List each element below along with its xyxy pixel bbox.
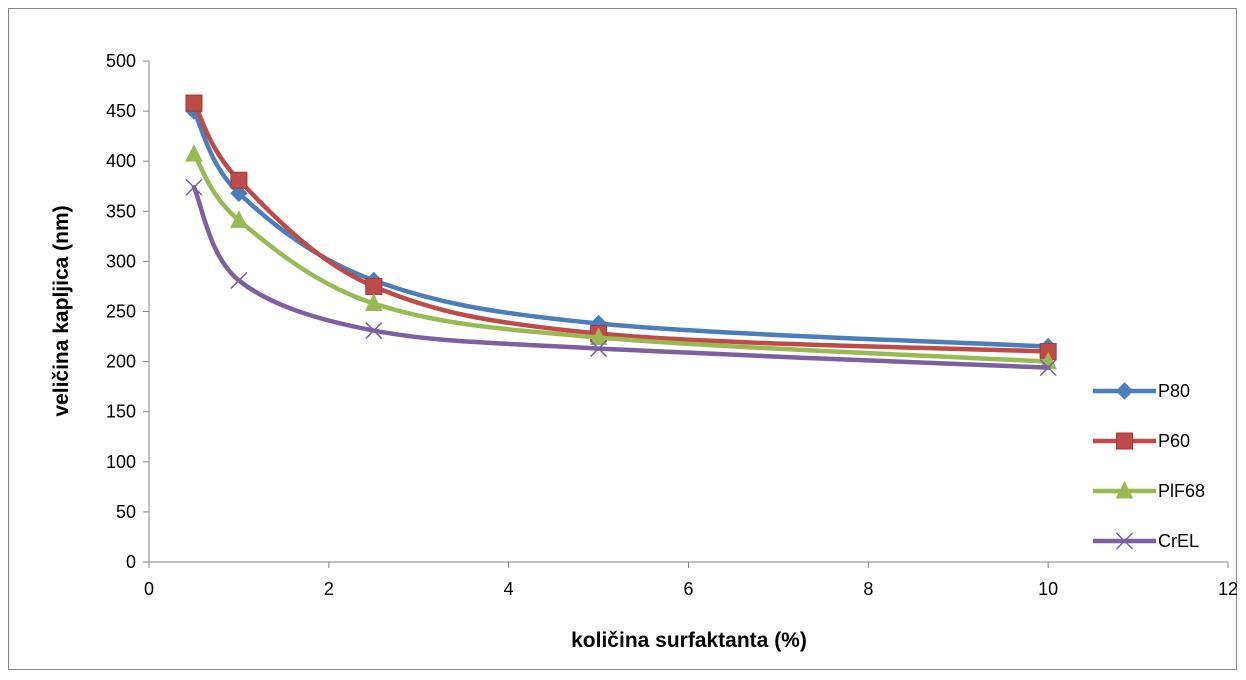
series-line [191,100,1051,354]
legend-item-crel: CrEL [1093,531,1199,551]
y-tick-label: 50 [116,502,136,522]
x-tick-label: 8 [863,579,873,599]
data-point [365,277,383,295]
x-tick-label: 4 [504,579,514,599]
y-axis-title: veličina kapljica (nm) [50,205,73,416]
legend-item-plf68: PlF68 [1093,480,1205,501]
legend-label: P80 [1158,381,1190,401]
x-tick-label: 10 [1038,579,1058,599]
series-p60 [185,94,1057,361]
legend-item-p60: P60 [1093,431,1190,451]
series-layer [185,94,1057,377]
y-axis-ticks: 0 50 100 150 200 250 300 350 400 450 500 [106,51,149,572]
y-tick-label: 350 [106,201,136,221]
y-tick-label: 300 [106,251,136,271]
x-tick-label: 6 [683,579,693,599]
data-point [185,94,203,112]
series-line [191,108,1051,349]
y-tick-label: 200 [106,352,136,372]
y-tick-label: 150 [106,402,136,422]
legend-marker [1115,480,1134,499]
y-tick-label: 400 [106,151,136,171]
x-tick-label: 2 [324,579,334,599]
data-point [590,340,608,358]
y-tick-label: 500 [106,51,136,71]
legend-marker [1115,532,1134,550]
legend-marker [1116,432,1133,450]
series-plf68 [185,144,1057,370]
legend-label: P60 [1158,431,1190,451]
data-point [364,293,383,311]
data-point [230,171,248,189]
legend-label: PlF68 [1158,481,1205,501]
y-tick-label: 250 [106,302,136,322]
series-crel [185,178,1057,377]
data-point [185,144,203,162]
legend-marker [1115,382,1134,400]
x-axis-title: količina surfaktanta (%) [571,629,807,652]
y-tick-label: 450 [106,101,136,121]
x-axis-ticks: 0 2 4 6 8 10 12 [144,562,1238,599]
data-point [185,178,203,196]
data-point [230,184,248,202]
x-tick-label: 0 [144,579,154,599]
legend: P80 P60 PlF68 CrEL [1093,381,1205,551]
data-point [230,210,248,228]
y-tick-label: 100 [106,452,136,472]
data-point [230,271,248,289]
legend-item-p80: P80 [1093,381,1190,401]
data-point [589,327,608,346]
data-point [365,322,383,340]
x-tick-label: 12 [1218,579,1238,599]
legend-label: CrEL [1158,531,1199,551]
data-point [1039,359,1057,377]
y-tick-label: 0 [126,552,136,572]
